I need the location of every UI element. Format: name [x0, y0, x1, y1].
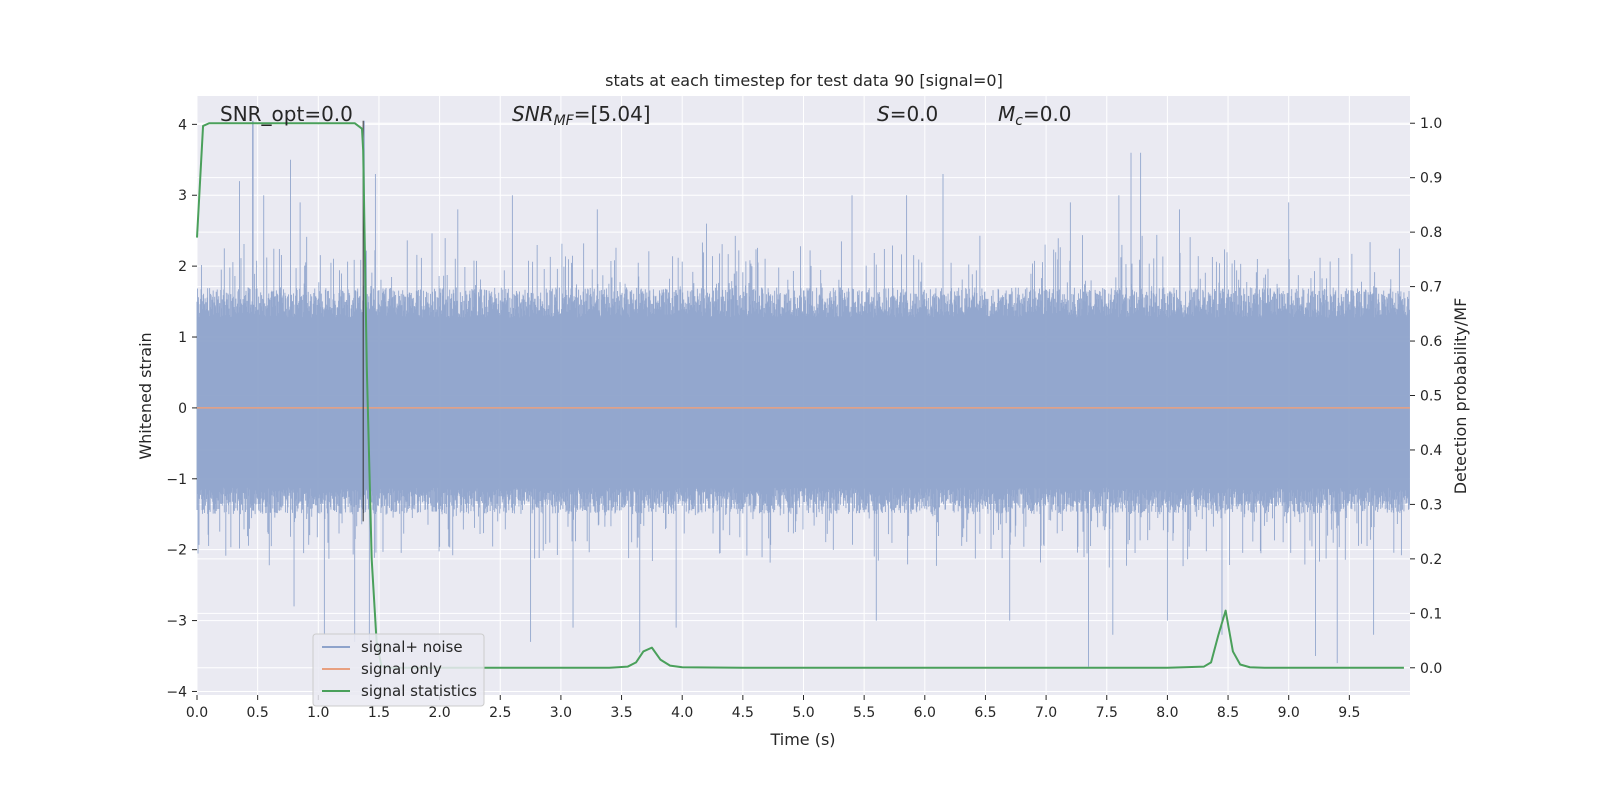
y-left-tick-label-4: 0: [178, 401, 187, 417]
annotation-mc: Mc=0.0: [998, 102, 1072, 129]
annotation-mc-symbol: M: [998, 102, 1015, 126]
y-left-axis-ticks: 4 3 2 1 0 −1 −2 −3 −4: [166, 117, 197, 700]
x-tick-label-18: 9.0: [1278, 705, 1300, 721]
y-right-tick-label-7: 0.3: [1420, 497, 1442, 513]
chart-title: stats at each timestep for test data 90 …: [605, 71, 1003, 90]
annotation-mc-value: =0.0: [1023, 102, 1072, 126]
x-axis-ticks: 0.0 0.5 1.0 1.5 2.0 2.5 3.0 3.5 4.0 4.5 5.0 5.5 6.0 6…: [186, 695, 1360, 721]
y-right-tick-label-9: 0.1: [1420, 606, 1442, 622]
x-tick-label-13: 6.5: [974, 705, 996, 721]
x-axis-label: Time (s): [769, 730, 835, 749]
annotation-snr-mf-symbol: SNR: [512, 102, 554, 126]
x-tick-label-17: 8.5: [1217, 705, 1239, 721]
y-left-tick-label-6: −2: [166, 543, 187, 559]
y-right-tick-label-8: 0.2: [1420, 552, 1442, 568]
x-tick-label-1: 0.5: [247, 705, 269, 721]
y-right-tick-label-2: 0.8: [1420, 225, 1442, 241]
y-right-axis-label: Detection probability/MF: [1451, 298, 1470, 495]
x-tick-label-14: 7.0: [1035, 705, 1057, 721]
x-tick-label-16: 8.0: [1156, 705, 1178, 721]
y-left-tick-label-1: 3: [178, 188, 187, 204]
x-tick-label-19: 9.5: [1338, 705, 1360, 721]
annotation-s-symbol: S: [877, 102, 890, 126]
annotation-snr-opt: SNR_opt=0.0: [220, 102, 353, 126]
y-right-tick-label-10: 0.0: [1420, 661, 1442, 677]
y-left-tick-label-2: 2: [178, 259, 187, 275]
y-right-axis-ticks: 1.0 0.9 0.8 0.7 0.6 0.5 0.4 0.3 0.2 0.1 0.0: [1410, 116, 1442, 677]
x-tick-label-5: 2.5: [489, 705, 511, 721]
annotation-snr-mf: SNRMF=[5.04]: [512, 102, 651, 129]
x-tick-label-12: 6.0: [914, 705, 936, 721]
annotation-s: S=0.0: [877, 102, 938, 126]
legend-label-signal-only: signal only: [361, 660, 442, 678]
annotation-snr-mf-subscript: MF: [554, 113, 575, 129]
annotation-s-value: =0.0: [890, 102, 939, 126]
x-tick-label-11: 5.5: [853, 705, 875, 721]
legend-label-signal-noise: signal+ noise: [361, 638, 463, 656]
x-tick-label-10: 5.0: [792, 705, 814, 721]
x-tick-label-9: 4.5: [732, 705, 754, 721]
legend: signal+ noise signal only signal statist…: [312, 633, 485, 707]
y-right-tick-label-5: 0.5: [1420, 389, 1442, 405]
y-right-tick-label-4: 0.6: [1420, 334, 1442, 350]
x-tick-label-0: 0.0: [186, 705, 208, 721]
signal-statistics-line: [196, 122, 1404, 669]
annotation-mc-subscript: c: [1015, 113, 1023, 129]
y-right-tick-label-6: 0.4: [1420, 443, 1442, 459]
y-left-tick-label-3: 1: [178, 330, 187, 346]
y-right-tick-label-0: 1.0: [1420, 116, 1442, 132]
x-tick-label-7: 3.5: [610, 705, 632, 721]
y-left-tick-label-5: −1: [166, 472, 187, 488]
y-left-axis-label: Whitened strain: [136, 332, 155, 459]
y-left-tick-label-8: −4: [166, 684, 187, 700]
x-tick-label-8: 4.0: [671, 705, 693, 721]
x-tick-label-2: 1.0: [307, 705, 329, 721]
y-right-tick-label-3: 0.7: [1420, 280, 1442, 296]
legend-label-signal-statistics: signal statistics: [361, 682, 477, 700]
legend-box: [312, 633, 485, 707]
y-left-tick-label-7: −3: [166, 614, 187, 630]
annotation-snr-mf-value: =[5.04]: [574, 102, 651, 126]
x-tick-label-15: 7.5: [1096, 705, 1118, 721]
y-right-tick-label-1: 0.9: [1420, 171, 1442, 187]
y-left-tick-label-0: 4: [178, 117, 187, 133]
x-tick-label-6: 3.0: [550, 705, 572, 721]
x-tick-label-3: 1.5: [368, 705, 390, 721]
x-tick-label-4: 2.0: [428, 705, 450, 721]
signal-statistics-series: [196, 122, 1404, 669]
